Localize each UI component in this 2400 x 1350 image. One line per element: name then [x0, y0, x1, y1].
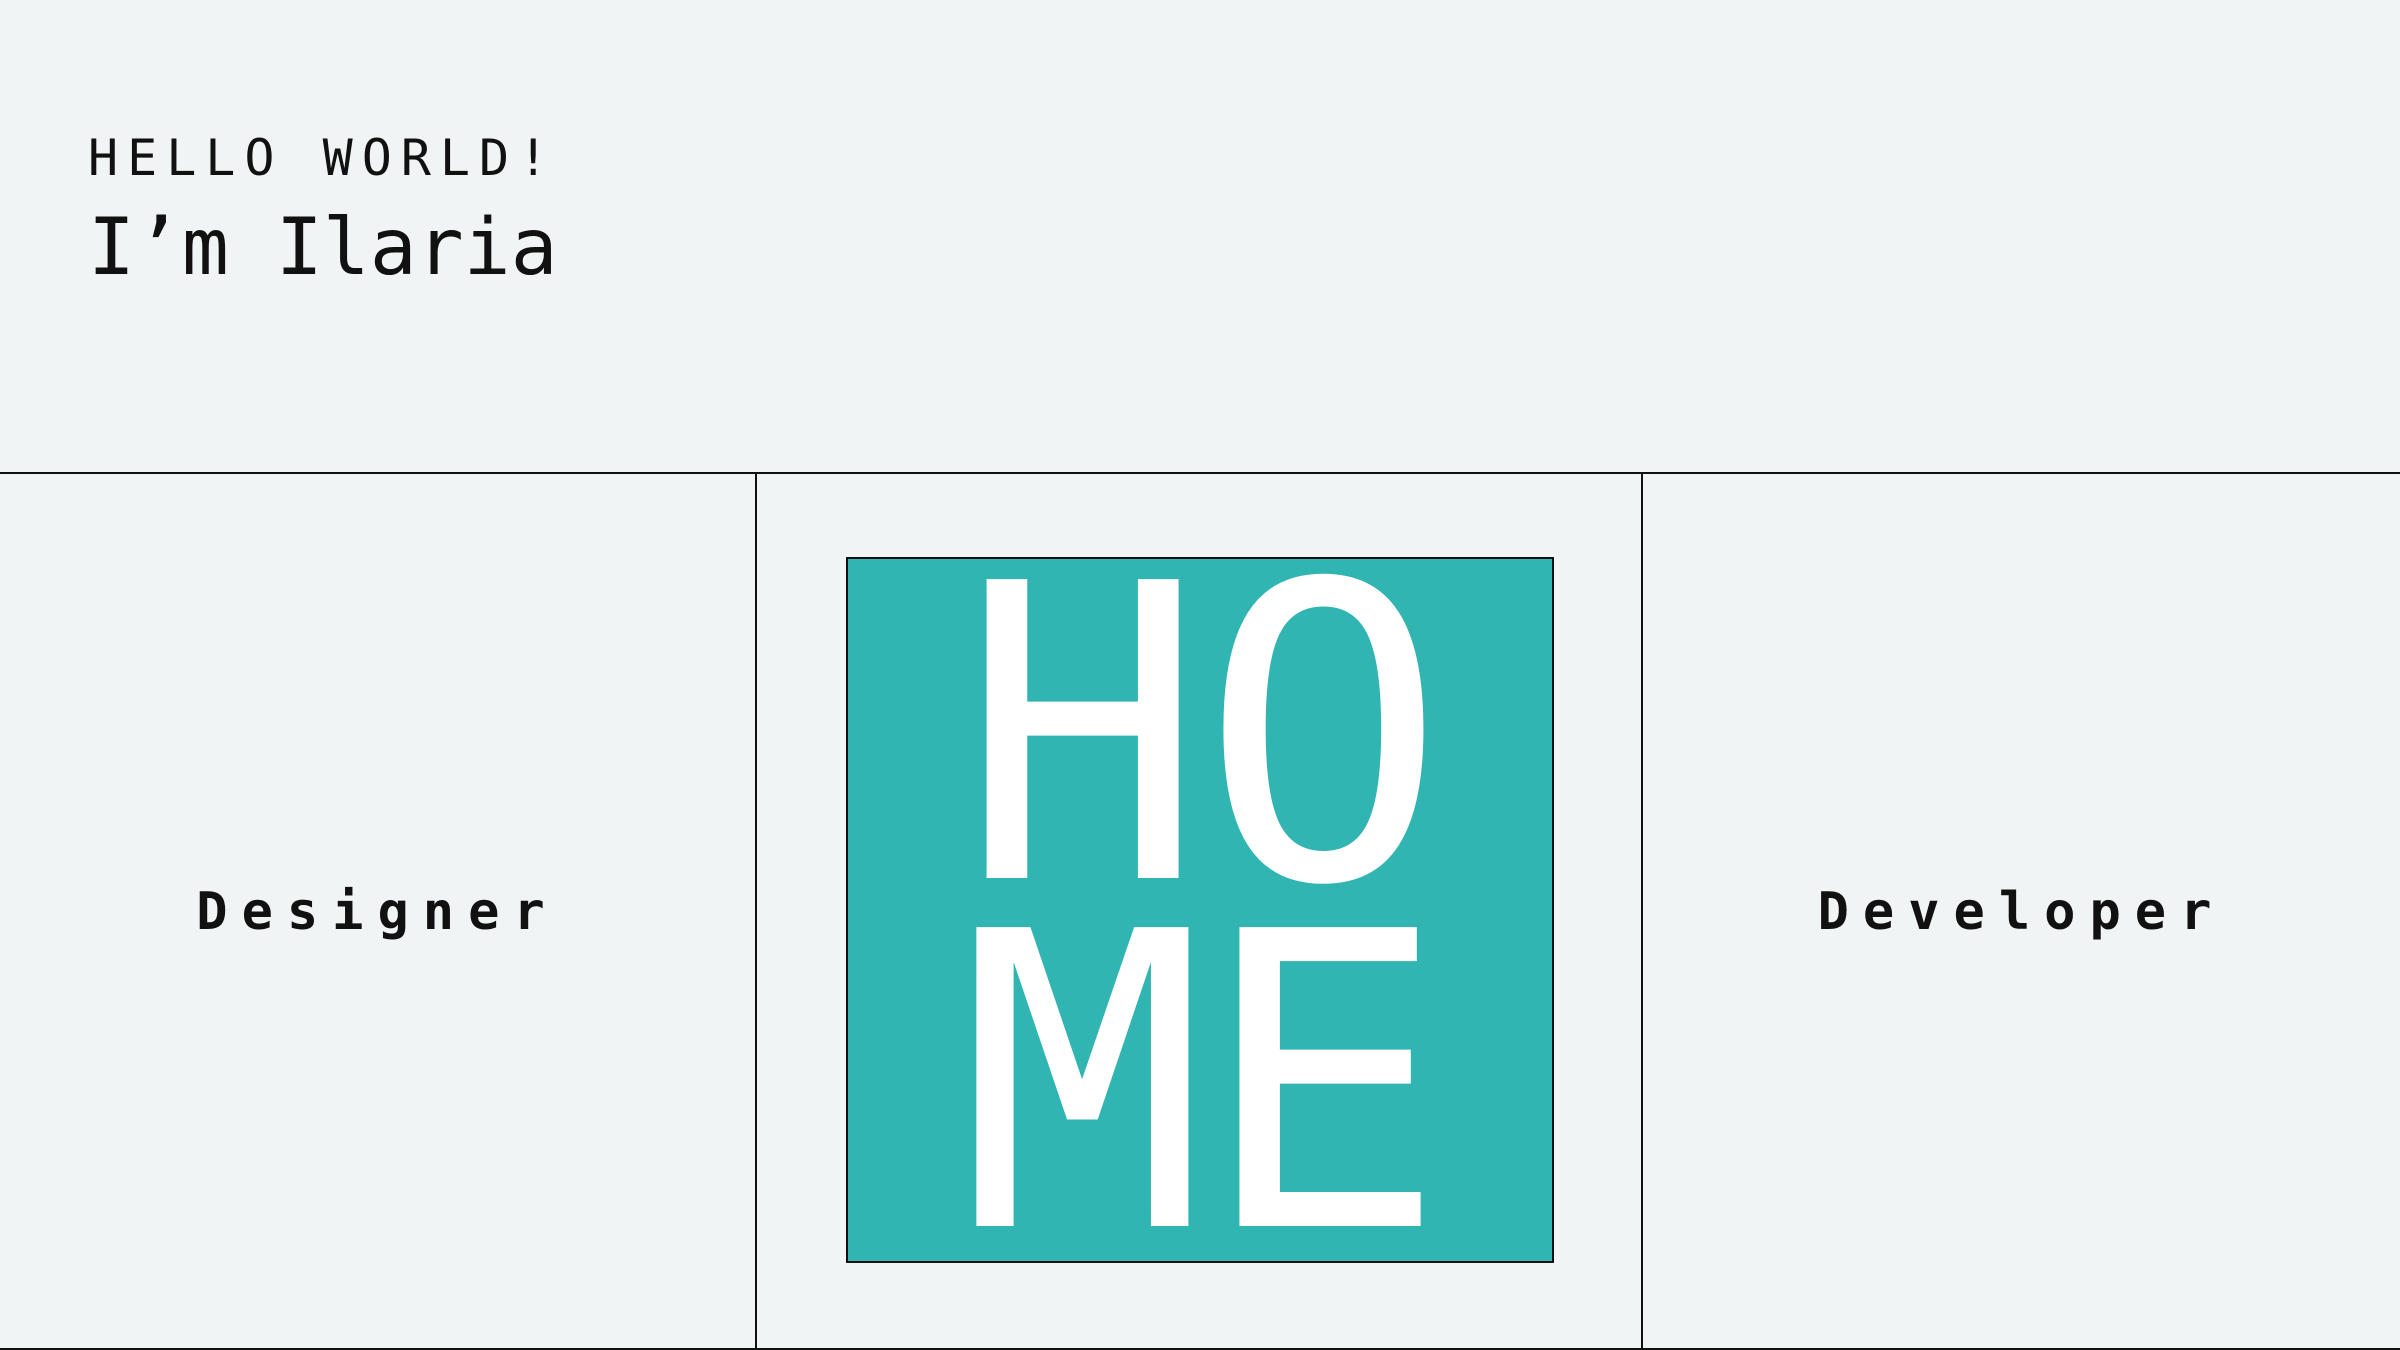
developer-link[interactable]: Developer: [1643, 474, 2400, 1350]
greeting-text: HELLO WORLD!: [88, 129, 558, 187]
home-text-line-2: ME: [959, 845, 1447, 1263]
intro-name: I’m Ilaria: [88, 203, 558, 293]
home-panel: HO ME: [757, 474, 1643, 1350]
home-text-line-1: HO: [959, 557, 1447, 975]
designer-panel: Designer: [0, 474, 757, 1350]
developer-label: Developer: [1817, 882, 2226, 942]
navigation-panels: Designer HO ME Developer: [0, 474, 2400, 1350]
home-logo-text: HO ME: [848, 559, 1552, 1261]
bottom-divider: [0, 1348, 2400, 1350]
home-button[interactable]: HO ME: [846, 557, 1554, 1263]
page-header: HELLO WORLD! I’m Ilaria: [0, 0, 2400, 474]
designer-label: Designer: [196, 882, 559, 942]
developer-panel: Developer: [1643, 474, 2400, 1350]
designer-link[interactable]: Designer: [0, 474, 755, 1350]
